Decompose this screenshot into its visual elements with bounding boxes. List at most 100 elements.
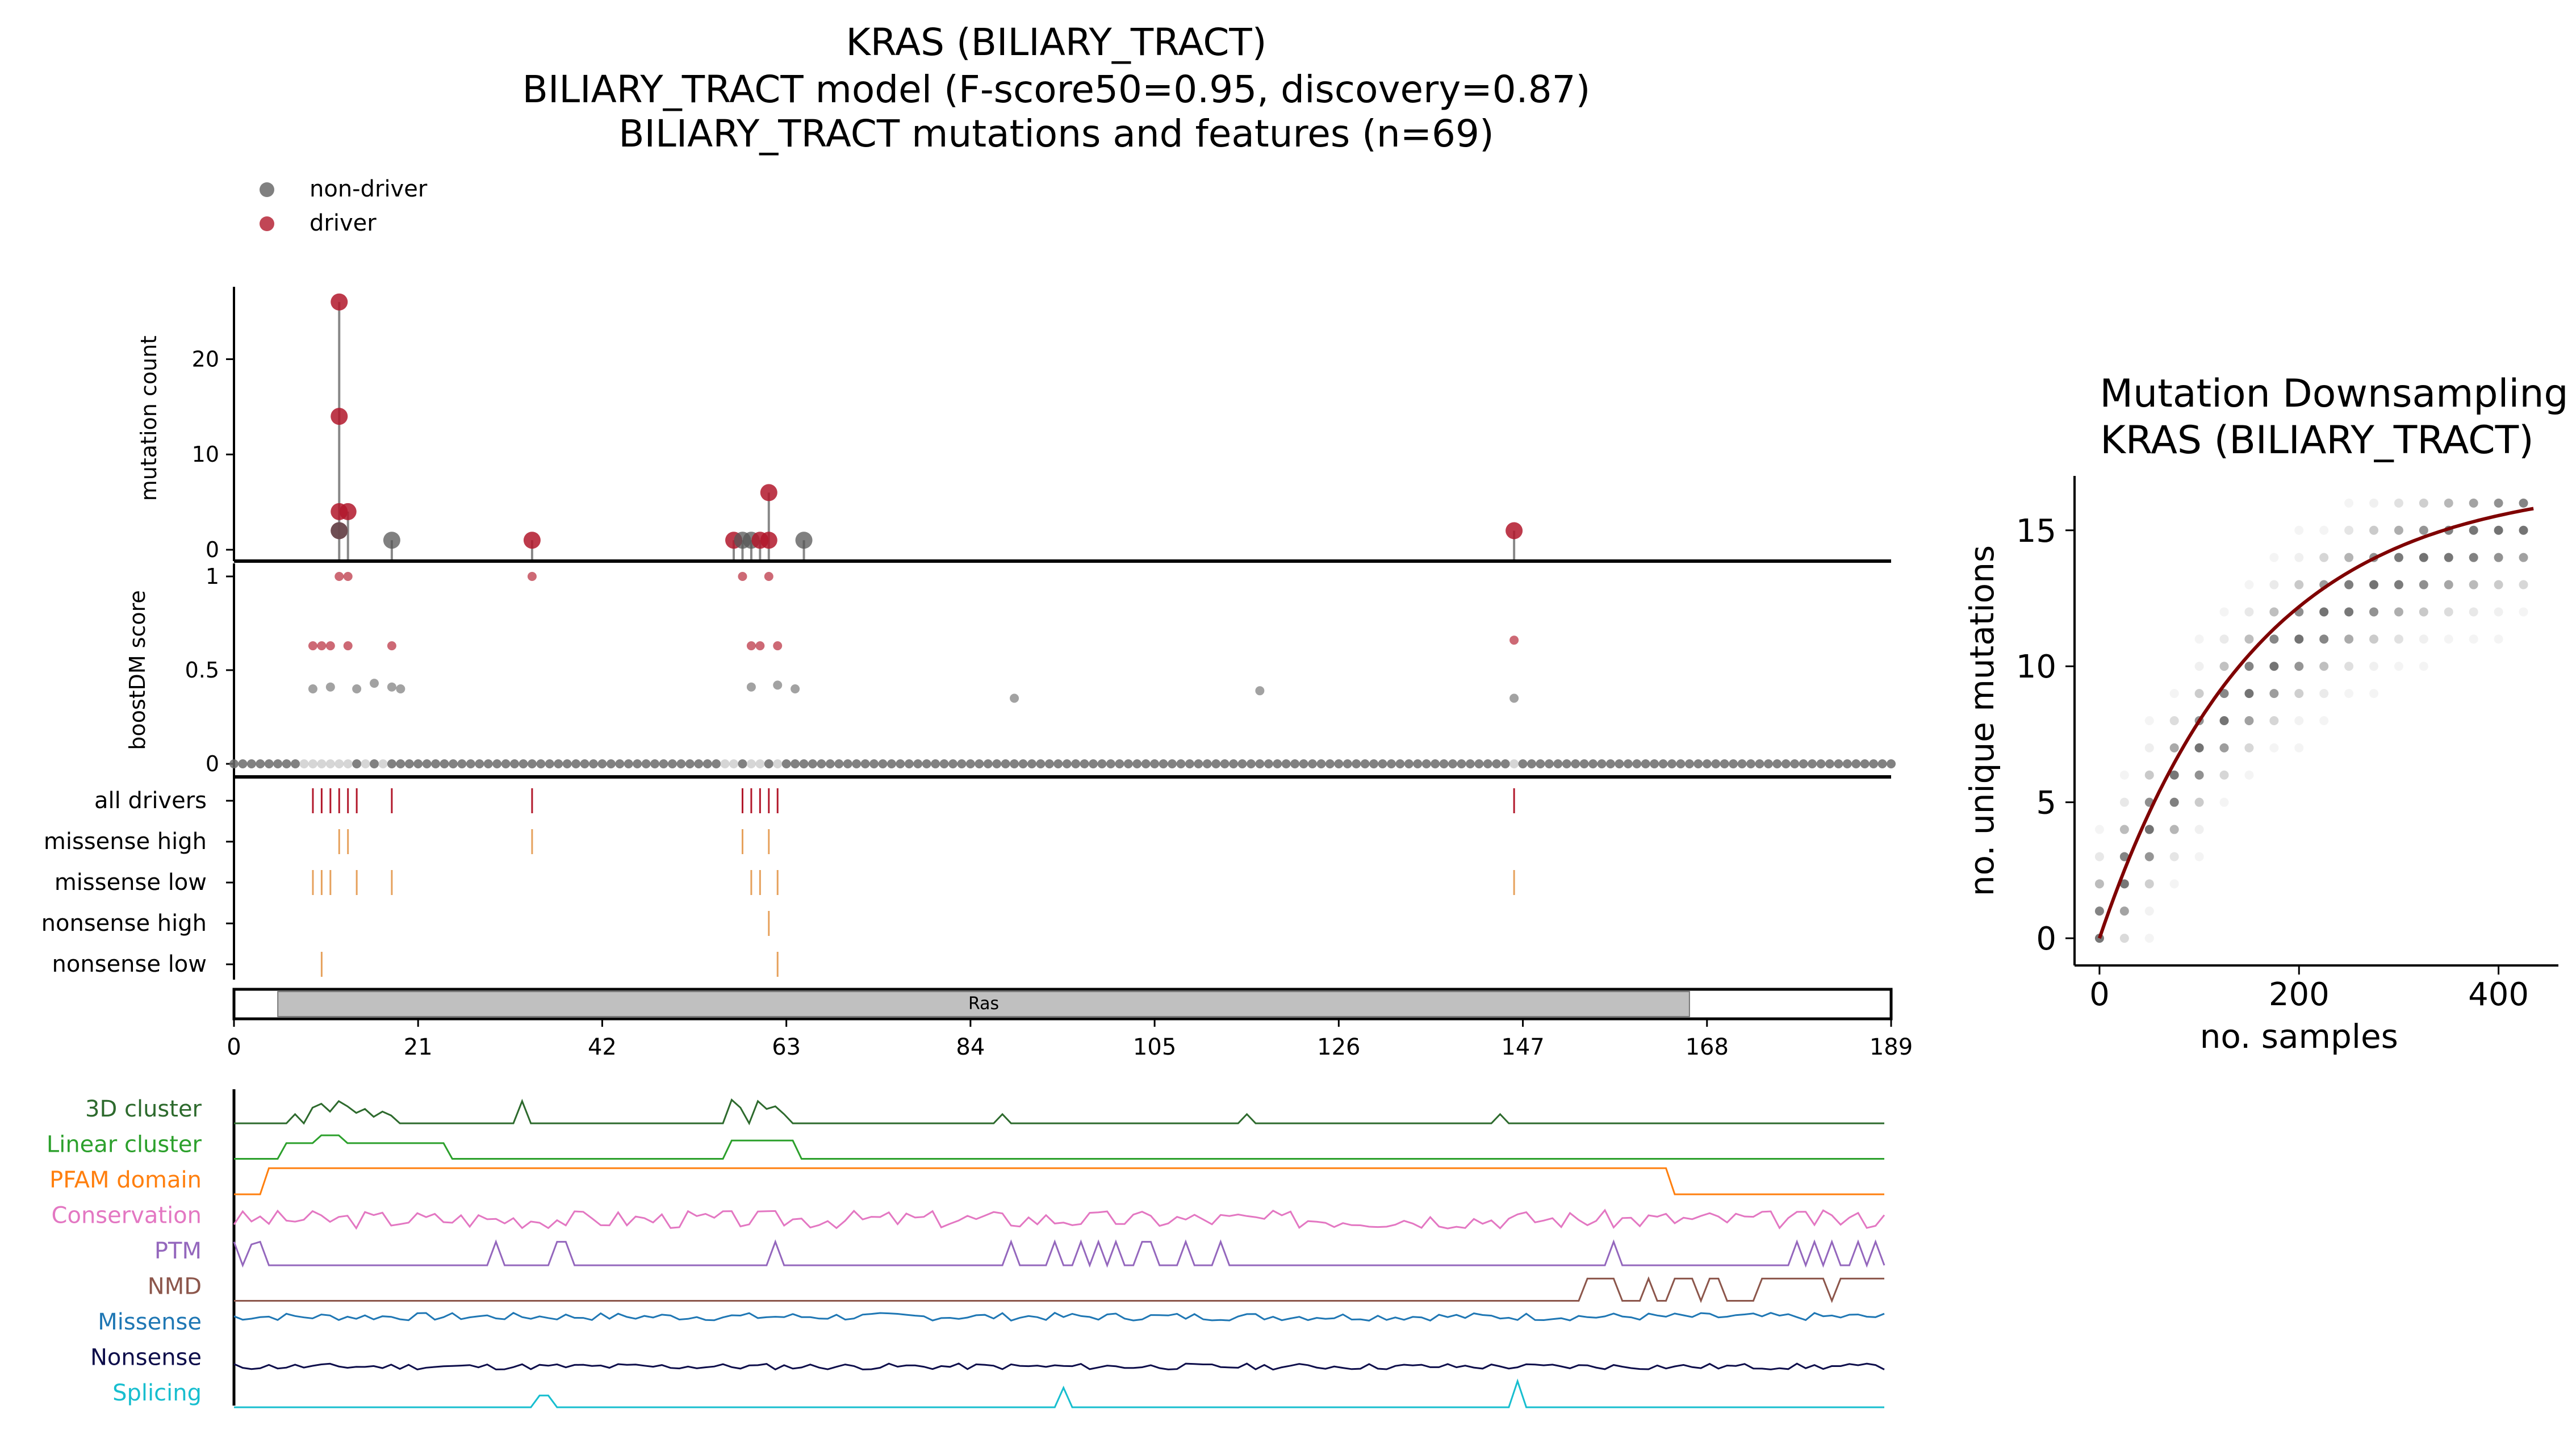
boostdm-baseline-point	[702, 759, 712, 768]
boostdm-y-label: boostDM score	[125, 590, 150, 750]
lollipop-point-nondriver	[383, 532, 400, 549]
downsampling-point	[2094, 852, 2104, 862]
downsampling-point	[2194, 797, 2204, 807]
downsampling-point	[2294, 634, 2304, 644]
boostdm-baseline-point	[659, 759, 668, 768]
downsampling-point	[2294, 662, 2304, 671]
feature-track-label: Splicing	[112, 1380, 202, 1406]
boostdm-baseline-point	[1702, 759, 1712, 768]
boostdm-baseline-point	[1211, 759, 1221, 768]
lollipop-point-nondriver	[331, 522, 348, 540]
x-tick-label: 126	[1317, 1034, 1360, 1060]
boostdm-baseline-point	[1334, 759, 1344, 768]
boostdm-baseline-point	[378, 759, 388, 768]
boostdm-baseline-point	[1746, 759, 1755, 768]
downsampling-point	[2194, 662, 2204, 671]
boostdm-baseline-point	[1588, 759, 1598, 768]
downsampling-point	[2394, 634, 2403, 644]
boostdm-baseline-point	[580, 759, 589, 768]
downsampling-point	[2194, 852, 2204, 862]
boostdm-point-driver	[343, 641, 353, 651]
boostdm-baseline-point	[878, 759, 888, 768]
boostdm-baseline-point	[1097, 759, 1107, 768]
boostdm-baseline-point	[404, 759, 414, 768]
boostdm-baseline-point	[483, 759, 493, 768]
downsampling-point	[2369, 607, 2379, 617]
boostdm-y-tick-label: 0	[206, 751, 219, 776]
downsampling-point	[2469, 525, 2478, 535]
downsampling-point	[2519, 498, 2528, 508]
boostdm-baseline-point	[1299, 759, 1308, 768]
downsampling-point	[2519, 607, 2528, 617]
boostdm-baseline-point	[1360, 759, 1370, 768]
boostdm-baseline-point	[869, 759, 879, 768]
boostdm-baseline-point	[676, 759, 686, 768]
feature-track-label: Nonsense	[90, 1345, 202, 1371]
boostdm-baseline-point	[1825, 759, 1834, 768]
downsampling-point	[2294, 580, 2304, 589]
boostdm-baseline-point	[1220, 759, 1230, 768]
boostdm-baseline-point	[1536, 759, 1545, 768]
boostdm-baseline-point	[1544, 759, 1554, 768]
x-tick-label: 189	[1870, 1034, 1913, 1060]
lollipop-y-tick-label: 0	[206, 537, 219, 562]
downsampling-point	[2344, 634, 2354, 644]
downsampling-title-line2: KRAS (BILIARY_TRACT)	[2100, 418, 2533, 463]
boostdm-baseline-point	[755, 759, 765, 768]
boostdm-baseline-point	[1439, 759, 1449, 768]
boostdm-baseline-point	[1089, 759, 1098, 768]
boostdm-baseline-point	[431, 759, 441, 768]
x-tick-label: 0	[227, 1034, 241, 1060]
boostdm-baseline-point	[808, 759, 817, 768]
boostdm-baseline-point	[1816, 759, 1826, 768]
boostdm-baseline-point	[238, 759, 248, 768]
feature-track-label: Missense	[98, 1309, 202, 1335]
downsampling-point	[2219, 662, 2229, 671]
boostdm-baseline-point	[641, 759, 651, 768]
lollipop-point-driver	[1506, 522, 1523, 540]
boostdm-baseline-point	[501, 759, 511, 768]
downsampling-point	[2369, 580, 2379, 589]
downsampling-point	[2319, 525, 2329, 535]
lollipop-y-label: mutation count	[136, 336, 161, 501]
downsampling-point	[2294, 743, 2304, 752]
boostdm-point-driver	[308, 641, 317, 651]
boostdm-baseline-point	[1808, 759, 1817, 768]
legend-driver-marker	[260, 216, 274, 231]
boostdm-baseline-point	[299, 759, 309, 768]
boostdm-baseline-point	[886, 759, 896, 768]
boostdm-baseline-point	[1720, 759, 1729, 768]
boostdm-baseline-point	[1273, 759, 1282, 768]
boostdm-point-driver	[527, 572, 537, 581]
feature-track-line	[233, 1209, 1885, 1230]
boostdm-baseline-point	[904, 759, 914, 768]
boostdm-baseline-point	[1431, 759, 1440, 768]
boostdm-baseline-point	[1229, 759, 1239, 768]
domain-axis-panel: Ras 0 21 42 63 84 105 126 147 168 189	[227, 988, 1913, 1060]
boostdm-baseline-point	[466, 759, 475, 768]
boostdm-baseline-point	[1781, 759, 1791, 768]
downsampling-point	[2319, 634, 2329, 644]
downsampling-point	[2394, 580, 2403, 589]
downsampling-point	[2294, 716, 2304, 725]
boostdm-baseline-point	[554, 759, 563, 768]
downsampling-x-label: no. samples	[2200, 1017, 2398, 1056]
boostdm-baseline-point	[1518, 759, 1528, 768]
boostdm-baseline-point	[1343, 759, 1352, 768]
downsampling-point	[2494, 634, 2503, 644]
boostdm-baseline-point	[492, 759, 502, 768]
downsampling-point	[2319, 662, 2329, 671]
feature-track-line	[234, 1167, 1884, 1195]
boostdm-baseline-point	[1465, 759, 1475, 768]
boostdm-baseline-point	[1132, 759, 1142, 768]
boostdm-baseline-point	[1571, 759, 1580, 768]
downsampling-point	[2494, 580, 2503, 589]
boostdm-baseline-point	[781, 759, 791, 768]
boostdm-baseline-point	[1264, 759, 1273, 768]
downsampling-y-tick-label: 15	[2016, 513, 2056, 550]
lollipop-point-driver	[523, 532, 541, 549]
downsampling-point	[2419, 607, 2428, 617]
downsampling-point	[2144, 716, 2154, 725]
boostdm-baseline-point	[1737, 759, 1747, 768]
